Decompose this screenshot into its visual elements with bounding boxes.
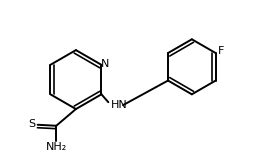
Text: F: F	[217, 46, 224, 56]
Text: N: N	[101, 59, 109, 69]
Text: S: S	[28, 119, 35, 129]
Text: HN: HN	[111, 100, 128, 110]
Text: NH₂: NH₂	[46, 142, 67, 152]
